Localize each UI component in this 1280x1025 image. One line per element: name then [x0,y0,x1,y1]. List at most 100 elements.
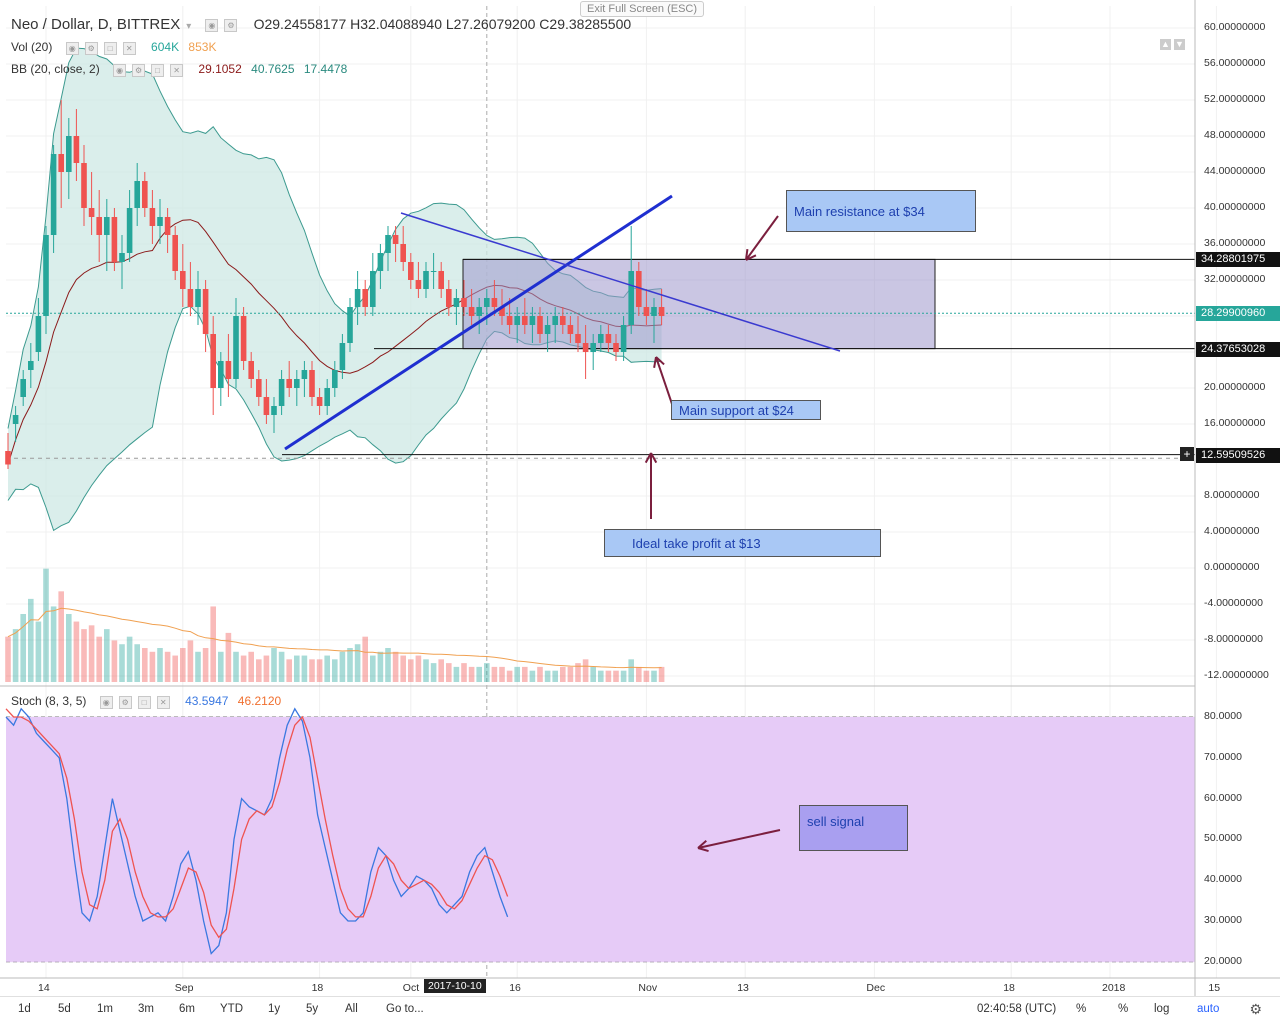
sell-signal-annotation[interactable]: sell signal [799,805,908,851]
bb-label[interactable]: BB (20, close, 2) [11,62,100,76]
price-tick-label: 0.00000000 [1204,561,1260,573]
source-icon[interactable]: □ [103,41,117,55]
volume-bar [499,666,505,682]
volume-bar [332,659,338,682]
settings-icon[interactable]: ⚙ [132,63,146,77]
settings-icon[interactable]: ⚙ [224,19,238,33]
close-icon[interactable]: ✕ [170,63,184,77]
move-up-icon[interactable]: ▲ [1160,39,1171,50]
sell-signal-arrow [697,829,781,849]
range-6m-button[interactable]: 6m [179,1003,195,1015]
candle-body [96,217,102,235]
support-arrow-head [655,356,665,366]
bb-basis-value: 29.1052 [198,62,242,76]
percent-toggle[interactable]: % [1076,1003,1087,1015]
stoch-label[interactable]: Stoch (8, 3, 5) [11,694,87,708]
move-down-icon[interactable]: ▼ [1174,39,1185,50]
volume-bar [218,651,224,682]
candle-body [552,316,558,325]
range-ytd-button[interactable]: YTD [220,1003,243,1015]
candle-body [575,334,581,343]
candle-body [590,343,596,352]
volume-bar [202,648,209,682]
price-tick-label: 56.00000000 [1204,57,1266,69]
close-icon[interactable]: ✕ [122,41,136,55]
support-arrow [655,356,673,405]
take-profit-annotation[interactable]: Ideal take profit at $13 [604,529,881,557]
candle-body [529,316,536,325]
price-tick-label: 48.00000000 [1204,129,1266,141]
volume-bar [210,606,216,682]
stoch-controls: ◉ ⚙ □ ✕ [99,695,176,709]
volume-bar [537,666,543,682]
candle-body [126,208,133,253]
goto-button[interactable]: Go to... [386,1003,424,1015]
volume-bar [620,670,627,682]
price-level-label: 34.28801975 [1196,252,1280,268]
range-all-button[interactable]: All [345,1003,358,1015]
add-alert-icon[interactable]: + [1180,447,1194,461]
descending-trendline [400,212,841,352]
volume-bar [73,621,80,682]
gear-icon[interactable]: ⚙ [1249,1001,1262,1017]
range-1y-button[interactable]: 1y [268,1003,281,1015]
symbol-title[interactable]: Neo / Dollar, D, BITTREX [11,16,181,33]
annotation-arrows[interactable] [644,215,781,853]
candle-body [339,343,346,370]
settings-icon[interactable]: ⚙ [118,695,132,709]
candle-body [210,334,216,388]
date-tick-label: 2018 [1102,982,1126,994]
settings-icon[interactable]: ⚙ [84,41,98,55]
close-icon[interactable]: ✕ [156,695,170,709]
exit-fullscreen-button[interactable]: Exit Full Screen (ESC) [580,1,705,17]
candlesticks [5,100,665,469]
percent-scale-toggle[interactable]: % [1118,1003,1129,1015]
trend-lines[interactable] [284,194,841,451]
candle-body [636,271,642,307]
volume-bar [377,651,384,682]
volume-bar [50,606,57,682]
range-1d-button[interactable]: 1d [18,1003,31,1015]
volume-bar [104,629,110,682]
range-5y-button[interactable]: 5y [306,1003,319,1015]
resistance-annotation[interactable]: Main resistance at $34 [786,190,976,232]
eye-icon[interactable]: ◉ [99,695,113,709]
candle-body [195,289,201,307]
volume-bar [316,659,323,682]
volume-label[interactable]: Vol (20) [11,40,53,54]
volume-bar [598,670,604,682]
candle-body [620,325,627,352]
source-icon[interactable]: □ [137,695,151,709]
candle-body [377,253,384,271]
stoch-d-value: 46.2120 [237,694,282,708]
range-3m-button[interactable]: 3m [138,1003,154,1015]
candle-body [522,316,528,325]
volume-bar [370,655,376,682]
support-arrow-head [653,356,657,369]
volume-bar [347,648,353,682]
log-scale-toggle[interactable]: log [1154,1003,1170,1015]
stoch-legend: Stoch (8, 3, 5) ◉ ⚙ □ ✕ 43.5947 46.2120 [11,694,287,709]
eye-icon[interactable]: ◉ [113,63,127,77]
eye-icon[interactable]: ◉ [65,41,79,55]
chevron-down-icon[interactable]: ▾ [186,21,192,32]
range-box[interactable] [462,258,936,350]
support-annotation[interactable]: Main support at $24 [671,400,821,420]
auto-scale-toggle[interactable]: auto [1197,1003,1220,1015]
candle-body [400,244,406,262]
volume-bar [240,655,247,682]
source-icon[interactable]: □ [151,63,165,77]
volume-bar [423,659,429,682]
volume-controls: ◉ ⚙ □ ✕ [65,41,142,55]
candle-body [316,397,323,406]
candle-body [119,253,125,262]
range-1m-button[interactable]: 1m [97,1003,113,1015]
range-5d-button[interactable]: 5d [58,1003,71,1015]
horizontal-levels[interactable] [6,258,1195,459]
candle-body [567,325,574,334]
candle-body [218,361,224,388]
eye-icon[interactable]: ◉ [205,19,219,33]
candle-body [180,271,186,289]
volume-bar [81,629,87,682]
